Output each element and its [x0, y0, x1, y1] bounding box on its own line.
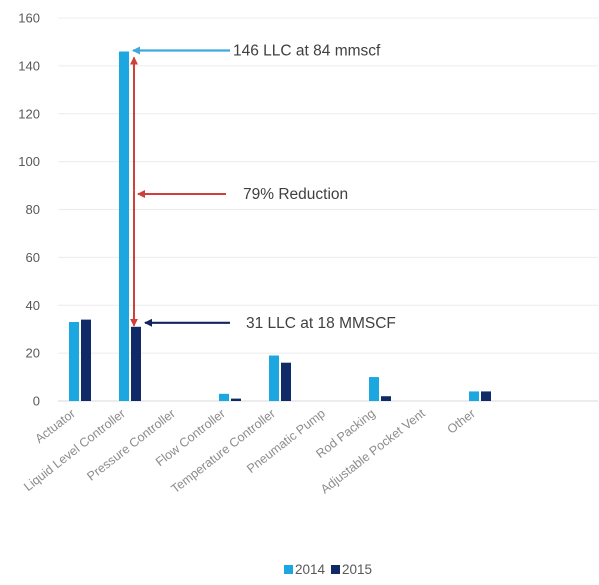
reduction-label: 79% Reduction	[243, 186, 348, 203]
legend-label-2014: 2014	[295, 562, 326, 577]
y-axis: 0 20 40 60 80 100 120 140 160	[18, 11, 40, 409]
annotation-2014-label: 146 LLC at 84 mmscf	[233, 43, 381, 60]
bar-2015-actuator	[81, 319, 91, 401]
annotations: 146 LLC at 84 mmscf 79% Reduction 31 LLC a…	[130, 43, 396, 332]
bar-2015-liquid-level-controller	[131, 326, 141, 401]
y-tick-label: 80	[26, 202, 40, 217]
annotation-2015-label: 31 LLC at 18 MMSCF	[246, 315, 396, 332]
bar-2014-rod-packing	[369, 377, 379, 401]
y-tick-label: 0	[33, 394, 40, 409]
legend: 2014 2015	[284, 562, 372, 577]
bar-2015-temperature-controller	[281, 362, 291, 401]
bar-2015-rod-packing	[381, 396, 391, 401]
bar-2015-flow-controller	[231, 398, 241, 401]
bar-2014-temperature-controller	[269, 355, 279, 401]
legend-swatch-2015	[331, 565, 340, 574]
x-tick-label: Pressure Controller	[84, 406, 177, 483]
x-tick-label: Actuator	[33, 406, 78, 446]
y-tick-label: 160	[18, 11, 40, 26]
bar-2014-other	[469, 391, 479, 401]
y-tick-label: 20	[26, 346, 40, 361]
legend-label-2015: 2015	[342, 562, 372, 577]
y-tick-label: 120	[18, 106, 40, 121]
y-tick-label: 60	[26, 250, 40, 265]
bar-2014-flow-controller	[219, 393, 229, 401]
bar-2014-liquid-level-controller	[119, 51, 129, 401]
bar-2015-other	[481, 391, 491, 401]
gridlines	[58, 17, 598, 402]
bars	[69, 51, 491, 401]
bar-2014-actuator	[69, 322, 79, 401]
y-tick-label: 100	[18, 154, 40, 169]
x-tick-label: Other	[445, 406, 478, 436]
y-tick-label: 140	[18, 58, 40, 73]
y-tick-label: 40	[26, 298, 40, 313]
legend-swatch-2014	[284, 565, 293, 574]
